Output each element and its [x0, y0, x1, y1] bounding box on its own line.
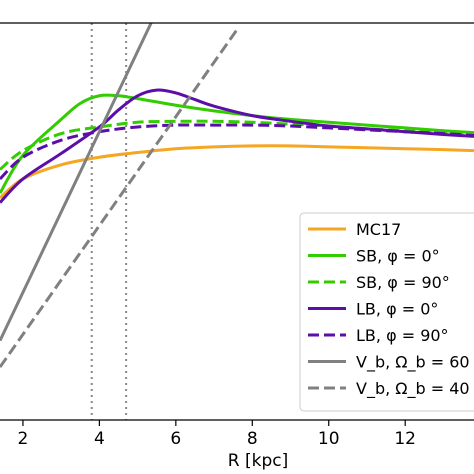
legend-label-5: LB, φ = 90°: [356, 326, 449, 345]
x-tick-label-2: 2: [18, 429, 29, 449]
reference-lines: [90, 23, 128, 420]
x-axis-label: R [kpc]: [228, 451, 288, 471]
series-line-6: [0, 23, 153, 342]
legend: MC17 SB, φ = 0° SB, φ = 90° LB, φ = 0° LB, φ…: [299, 212, 474, 412]
legend-label-6: V_b, Ω_b = 60 km: [356, 353, 474, 373]
series-line-1: [0, 144, 474, 200]
series-line-7: [0, 28, 239, 368]
x-tick-label-8: 8: [247, 429, 258, 449]
legend-label-4: LB, φ = 0°: [356, 300, 438, 319]
legend-label-3: SB, φ = 90°: [356, 273, 450, 292]
series-line-3: [0, 119, 474, 171]
legend-label-1: MC17: [356, 220, 401, 239]
legend-label-7: V_b, Ω_b = 40 km: [356, 379, 474, 399]
series-lines: [0, 23, 474, 368]
series-line-5: [0, 123, 474, 181]
x-tick-label-12: 12: [394, 429, 416, 449]
x-tick-label-4: 4: [94, 429, 105, 449]
series-line-2: [0, 93, 474, 194]
legend-label-2: SB, φ = 0°: [356, 247, 440, 266]
x-tick-label-10: 10: [318, 429, 340, 449]
x-axis-ticks: 2 4 6 8 10 12: [18, 420, 416, 449]
x-tick-label-6: 6: [170, 429, 181, 449]
